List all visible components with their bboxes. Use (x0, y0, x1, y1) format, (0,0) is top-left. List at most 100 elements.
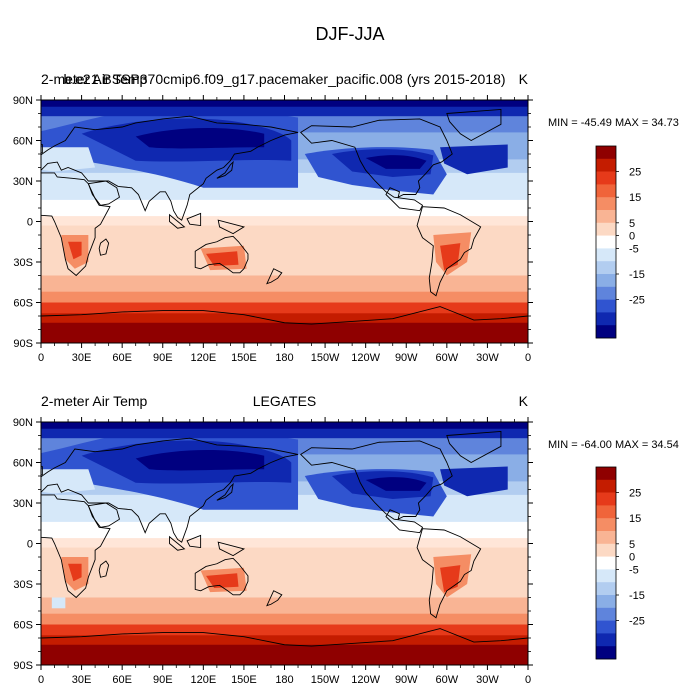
colorbar-label: 25 (629, 488, 641, 500)
lat-tick-label: 90S (13, 338, 33, 350)
colorbar-cell (596, 158, 616, 172)
panel-center-title: b.e21.BSSP370cmip6.f09_g17.pacemaker_pac… (63, 71, 505, 87)
colorbar-cell (596, 248, 616, 262)
lon-tick-label: 0 (525, 674, 531, 686)
lat-tick-label: 60S (13, 620, 33, 632)
colorbar-cell (596, 569, 616, 583)
lon-tick-label: 30E (72, 674, 92, 686)
panel-left-title: 2-meter Air Temp (41, 71, 148, 87)
panel-units: K (519, 393, 529, 409)
lat-tick-label: 0 (27, 539, 33, 551)
lat-tick-label: 0 (27, 217, 33, 229)
colorbar-cell (596, 479, 616, 493)
colorbar-label: -5 (629, 243, 639, 255)
map-area (41, 100, 528, 343)
colorbar-cell (596, 531, 616, 545)
colorbar-cell (596, 633, 616, 647)
colorbar-cell (596, 299, 616, 313)
lon-tick-label: 30W (476, 674, 499, 686)
temperature-field (41, 100, 528, 343)
lon-tick-label: 120E (190, 674, 216, 686)
colorbar-cell (596, 184, 616, 198)
lon-tick-label: 90W (395, 352, 418, 364)
panel-left-title: 2-meter Air Temp (41, 393, 148, 409)
lon-tick-label: 0 (525, 352, 531, 364)
lon-tick-label: 60E (112, 352, 132, 364)
lon-tick-label: 150W (311, 352, 340, 364)
lon-tick-label: 0 (38, 352, 44, 364)
colorbar: 25 15 50-5 -15 -25 (595, 466, 645, 660)
lon-tick-label: 60E (112, 674, 132, 686)
lat-tick-label: 60N (13, 136, 33, 148)
colorbar-label: 0 (629, 231, 635, 243)
lon-tick-label: 30W (476, 352, 499, 364)
colorbar-cell (596, 556, 616, 570)
colorbar-cell (596, 505, 616, 519)
map-panel-1: 0 30E 60E 90E 120E 150E 180 150W 120W 90W 60W 30W 09… (13, 71, 679, 364)
lon-tick-label: 0 (38, 674, 44, 686)
colorbar-cell (596, 595, 616, 609)
colorbar: 25 15 50-5 -15 -25 (595, 145, 645, 339)
colorbar-cell (596, 261, 616, 275)
colorbar-cell (596, 582, 616, 596)
lon-tick-label: 90E (153, 352, 173, 364)
colorbar-cell (596, 235, 616, 249)
lat-tick-label: 30N (13, 498, 33, 510)
panel-center-title: LEGATES (253, 393, 317, 409)
colorbar-label: 25 (629, 167, 641, 179)
figure-title: DJF-JJA (316, 24, 385, 44)
lon-tick-label: 180 (275, 352, 293, 364)
lon-tick-label: 90W (395, 674, 418, 686)
lon-tick-label: 60W (436, 352, 459, 364)
lon-tick-label: 180 (275, 674, 293, 686)
colorbar-cell (596, 171, 616, 185)
lon-tick-label: 60W (436, 674, 459, 686)
colorbar-label: -5 (629, 564, 639, 576)
colorbar-cell (596, 222, 616, 236)
lon-tick-label: 150W (311, 674, 340, 686)
lat-tick-label: 60N (13, 458, 33, 470)
lat-tick-label: 90N (13, 95, 33, 107)
colorbar-label: -25 (629, 295, 645, 307)
colorbar-cell (596, 607, 616, 621)
lon-tick-label: 120E (190, 352, 216, 364)
lat-tick-label: 90S (13, 660, 33, 672)
colorbar-cell (596, 286, 616, 300)
colorbar-label: -15 (629, 590, 645, 602)
colorbar-cell (596, 312, 616, 326)
lon-tick-label: 120W (351, 352, 380, 364)
colorbar-cell (596, 543, 616, 557)
colorbar-cell (596, 518, 616, 532)
colorbar-label: 0 (629, 552, 635, 564)
colorbar-label: -25 (629, 616, 645, 628)
lat-tick-label: 30S (13, 579, 33, 591)
lat-tick-label: 30N (13, 176, 33, 188)
lon-tick-label: 120W (351, 674, 380, 686)
min-max-label: MIN = -64.00 MAX = 34.54 (548, 439, 679, 451)
map-area (41, 422, 528, 665)
colorbar-label: 15 (629, 513, 641, 525)
lat-tick-label: 30S (13, 257, 33, 269)
colorbar-cell (596, 492, 616, 506)
colorbar-label: 5 (629, 218, 635, 230)
lat-tick-label: 60S (13, 298, 33, 310)
lon-tick-label: 90E (153, 674, 173, 686)
lon-tick-label: 30E (72, 352, 92, 364)
lon-tick-label: 150E (231, 352, 257, 364)
panel-units: K (519, 71, 529, 87)
lat-tick-label: 90N (13, 417, 33, 429)
lon-tick-label: 150E (231, 674, 257, 686)
colorbar-label: -15 (629, 269, 645, 281)
colorbar-label: 5 (629, 539, 635, 551)
colorbar-label: 15 (629, 192, 641, 204)
colorbar-cell (596, 646, 616, 660)
colorbar-cell (596, 467, 616, 481)
min-max-label: MIN = -45.49 MAX = 34.73 (548, 117, 679, 129)
colorbar-cell (596, 325, 616, 339)
colorbar-cell (596, 620, 616, 634)
colorbar-cell (596, 146, 616, 160)
temperature-field (41, 422, 528, 665)
colorbar-cell (596, 210, 616, 224)
colorbar-cell (596, 197, 616, 211)
